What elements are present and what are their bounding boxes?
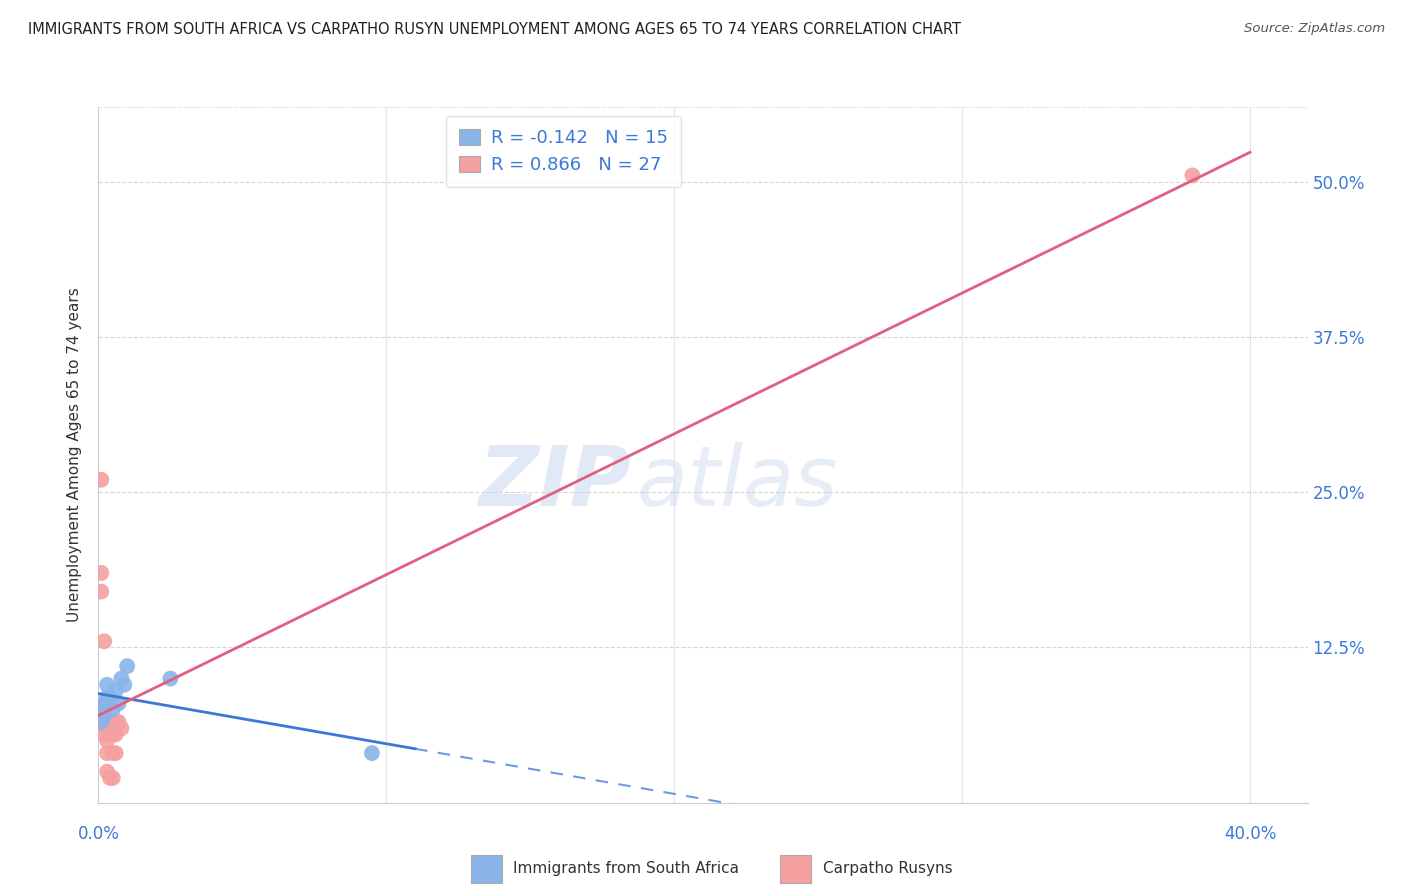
Point <box>93 634 115 648</box>
Point <box>101 771 124 785</box>
Point <box>107 697 129 711</box>
Point <box>90 714 112 729</box>
Legend: R = -0.142   N = 15, R = 0.866   N = 27: R = -0.142 N = 15, R = 0.866 N = 27 <box>446 116 681 187</box>
Point <box>98 727 121 741</box>
Point <box>93 708 115 723</box>
Point <box>361 746 384 760</box>
Text: IMMIGRANTS FROM SOUTH AFRICA VS CARPATHO RUSYN UNEMPLOYMENT AMONG AGES 65 TO 74 : IMMIGRANTS FROM SOUTH AFRICA VS CARPATHO… <box>28 22 962 37</box>
Point <box>90 714 112 729</box>
Point <box>93 714 115 729</box>
Point <box>101 703 124 717</box>
Point <box>93 697 115 711</box>
Point <box>104 684 127 698</box>
Point <box>98 714 121 729</box>
Point <box>96 764 118 779</box>
Point <box>96 678 118 692</box>
Text: 0.0%: 0.0% <box>77 825 120 843</box>
Point <box>110 721 132 735</box>
Point <box>101 727 124 741</box>
Point <box>98 690 121 705</box>
Point <box>96 746 118 760</box>
Y-axis label: Unemployment Among Ages 65 to 74 years: Unemployment Among Ages 65 to 74 years <box>67 287 83 623</box>
Point <box>90 473 112 487</box>
Point <box>90 703 112 717</box>
Point <box>101 714 124 729</box>
Point <box>159 672 181 686</box>
Point <box>96 733 118 747</box>
Point <box>96 690 118 705</box>
Point <box>98 771 121 785</box>
Point <box>104 727 127 741</box>
Point <box>112 678 135 692</box>
Point <box>115 659 138 673</box>
Point <box>93 697 115 711</box>
Point <box>101 746 124 760</box>
Point <box>104 746 127 760</box>
Text: Source: ZipAtlas.com: Source: ZipAtlas.com <box>1244 22 1385 36</box>
Text: ZIP: ZIP <box>478 442 630 524</box>
Text: atlas: atlas <box>637 442 838 524</box>
Point <box>110 672 132 686</box>
Text: Immigrants from South Africa: Immigrants from South Africa <box>513 862 740 876</box>
Text: Carpatho Rusyns: Carpatho Rusyns <box>823 862 952 876</box>
Point <box>90 584 112 599</box>
Point <box>96 714 118 729</box>
Text: 40.0%: 40.0% <box>1223 825 1277 843</box>
Point <box>1181 169 1204 183</box>
Point <box>90 566 112 580</box>
Point <box>107 714 129 729</box>
Point <box>104 714 127 729</box>
Point <box>90 703 112 717</box>
Point <box>96 721 118 735</box>
Point <box>93 727 115 741</box>
